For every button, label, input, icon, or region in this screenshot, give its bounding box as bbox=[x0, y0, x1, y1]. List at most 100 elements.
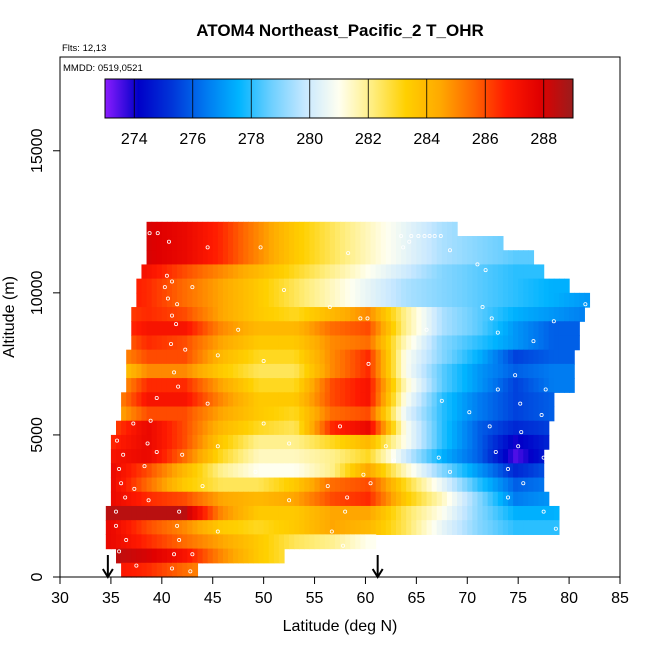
sample-point bbox=[480, 305, 485, 310]
heatmap-cell bbox=[182, 463, 188, 479]
heatmap-cell bbox=[370, 420, 377, 436]
heatmap-cell bbox=[131, 378, 137, 393]
heatmap-cell bbox=[233, 363, 239, 379]
heatmap-cell bbox=[360, 250, 367, 266]
heatmap-cell bbox=[569, 378, 575, 393]
colorbar-tick-label: 278 bbox=[238, 131, 265, 148]
heatmap-cell bbox=[497, 278, 504, 294]
heatmap-cell bbox=[309, 520, 316, 535]
heatmap-cell bbox=[472, 335, 479, 351]
heatmap-cell bbox=[253, 477, 260, 493]
heatmap-cell bbox=[441, 264, 448, 280]
heatmap-cell bbox=[197, 278, 204, 294]
sample-point bbox=[177, 509, 182, 514]
heatmap-cell bbox=[457, 520, 463, 535]
heatmap-cell bbox=[141, 406, 148, 422]
heatmap-cell bbox=[543, 321, 550, 337]
heatmap-cell bbox=[258, 307, 265, 322]
heatmap-cell bbox=[151, 434, 158, 450]
heatmap-cell bbox=[238, 292, 244, 308]
heatmap-cell bbox=[365, 420, 372, 436]
heatmap-cell bbox=[304, 221, 311, 237]
heatmap-cell bbox=[329, 236, 336, 251]
heatmap-cell bbox=[319, 406, 326, 422]
heatmap-cell bbox=[131, 406, 137, 422]
heatmap-cell bbox=[319, 250, 326, 266]
heatmap-cell bbox=[416, 420, 423, 436]
heatmap-cell bbox=[116, 491, 122, 507]
heatmap-cell bbox=[217, 406, 224, 422]
heatmap-cell bbox=[243, 534, 249, 550]
heatmap-cell bbox=[248, 363, 255, 379]
heatmap-cell bbox=[273, 321, 280, 337]
heatmap-cell bbox=[258, 292, 265, 308]
heatmap-cell bbox=[228, 378, 234, 393]
heatmap-cell bbox=[110, 520, 117, 535]
heatmap-cell bbox=[248, 491, 255, 507]
heatmap-cell bbox=[228, 406, 234, 422]
heatmap-cell bbox=[243, 250, 249, 266]
heatmap-cell bbox=[487, 236, 494, 251]
x-tick-label: 55 bbox=[306, 590, 324, 607]
heatmap-cell bbox=[192, 335, 199, 351]
heatmap-cell bbox=[304, 321, 311, 337]
sample-point bbox=[287, 498, 292, 503]
heatmap-cell bbox=[436, 491, 443, 507]
heatmap-cell bbox=[207, 307, 214, 322]
heatmap-cell bbox=[370, 477, 377, 493]
heatmap-cell bbox=[222, 548, 229, 564]
heatmap-cell bbox=[202, 236, 209, 251]
heatmap-cell bbox=[452, 335, 458, 351]
heatmap-cell bbox=[538, 392, 545, 408]
heatmap-cell bbox=[396, 349, 402, 365]
heatmap-cell bbox=[416, 434, 423, 450]
heatmap-cell bbox=[574, 292, 580, 308]
heatmap-cell bbox=[177, 349, 183, 365]
heatmap-cell bbox=[146, 449, 153, 464]
heatmap-cell bbox=[467, 392, 473, 408]
heatmap-cell bbox=[401, 321, 407, 337]
heatmap-cell bbox=[528, 335, 535, 351]
heatmap-cell bbox=[228, 449, 234, 464]
heatmap-cell bbox=[477, 236, 484, 251]
heatmap-cell bbox=[345, 363, 351, 379]
heatmap-cell bbox=[467, 378, 473, 393]
heatmap-cell bbox=[228, 250, 234, 266]
heatmap-cell bbox=[375, 477, 382, 493]
heatmap-cell bbox=[304, 349, 311, 365]
heatmap-cell bbox=[436, 420, 443, 436]
heatmap-cell bbox=[136, 321, 143, 337]
heatmap-cell bbox=[528, 278, 535, 294]
heatmap-cell bbox=[243, 236, 249, 251]
heatmap-cell bbox=[421, 321, 428, 337]
heatmap-cell bbox=[477, 278, 484, 294]
heatmap-cell bbox=[452, 406, 458, 422]
heatmap-cell bbox=[243, 264, 249, 280]
heatmap-cell bbox=[401, 221, 407, 237]
heatmap-cell bbox=[187, 363, 193, 379]
heatmap-cell bbox=[396, 278, 402, 294]
heatmap-cell bbox=[457, 349, 463, 365]
heatmap-cell bbox=[136, 520, 143, 535]
heatmap-cell bbox=[182, 477, 188, 493]
sample-point bbox=[493, 449, 498, 454]
heatmap-cell bbox=[401, 406, 407, 422]
heatmap-cell bbox=[166, 406, 173, 422]
heatmap-cell bbox=[360, 520, 367, 535]
heatmap-cell bbox=[345, 477, 351, 493]
heatmap-cell bbox=[569, 292, 575, 308]
colorbar-tick-label: 286 bbox=[472, 131, 499, 148]
heatmap-cell bbox=[212, 321, 219, 337]
heatmap-cell bbox=[411, 321, 417, 337]
heatmap-cell bbox=[467, 250, 473, 266]
heatmap-cell bbox=[390, 434, 397, 450]
heatmap-cell bbox=[492, 463, 499, 479]
heatmap-cell bbox=[360, 264, 367, 280]
heatmap-cell bbox=[431, 449, 438, 464]
heatmap-cell bbox=[304, 264, 311, 280]
sample-point bbox=[467, 410, 472, 415]
heatmap-cell bbox=[233, 349, 239, 365]
heatmap-cell bbox=[268, 449, 275, 464]
heatmap-cell bbox=[513, 505, 519, 521]
heatmap-cell bbox=[421, 434, 428, 450]
